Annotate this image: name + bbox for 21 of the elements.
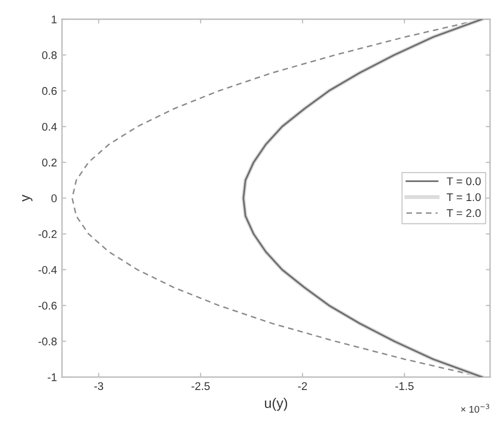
y-tick-label: -0.8 (38, 338, 57, 346)
legend-label: T = 2.0 (446, 209, 481, 218)
y-tick-label: -0.4 (38, 266, 57, 274)
y-tick-label: 0.6 (42, 87, 57, 95)
y-tick-label: -1 (48, 373, 57, 382)
y-tick-label: 0 (51, 194, 57, 202)
x-axis-title: u(y) (264, 398, 288, 411)
x-tick-label: -1.5 (395, 382, 414, 390)
y-tick-label: 0.8 (42, 51, 57, 60)
y-tick-label: 0.4 (42, 122, 57, 131)
x-tick-label: -3 (94, 382, 104, 390)
y-tick-label: 1 (52, 16, 57, 24)
y-axis-title: y (22, 194, 32, 202)
text: × 10$^{−3}$ (461, 404, 490, 413)
y-tick-label: -0.6 (38, 302, 57, 310)
x-tick-label: -2.5 (192, 382, 210, 390)
y-tick-label: 0.2 (42, 158, 57, 166)
y-tick-label: -0.2 (38, 230, 57, 238)
legend-label: T = 1.0 (446, 193, 481, 202)
legend-label: T = 0.0 (446, 177, 481, 186)
x-tick-label: -2 (298, 382, 307, 390)
